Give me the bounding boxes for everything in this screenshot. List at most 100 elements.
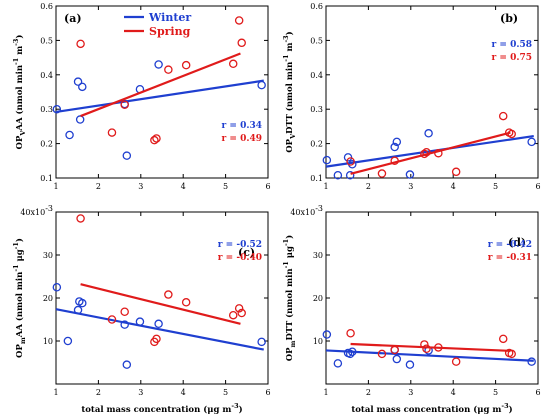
series-winter: r = -0.52	[52, 240, 266, 369]
data-point	[73, 77, 83, 86]
r-value-label: r = -0.52	[218, 240, 262, 250]
x-tick-label: 1	[53, 388, 58, 397]
y-tick-label: 20	[313, 294, 323, 303]
data-point	[392, 354, 402, 364]
y-axis-label: OPmDTT (nmol min-1 μg-1)	[282, 235, 297, 361]
y-axis-label: OPVAA (nmol min-1 m-3)	[12, 35, 27, 150]
r-value-label: r = 0.75	[492, 53, 532, 63]
data-point	[451, 167, 461, 177]
data-point	[377, 349, 387, 359]
panel-label: (a)	[64, 12, 82, 25]
data-point	[257, 337, 266, 347]
x-tick-label: 3	[408, 388, 413, 397]
y-tick-label: 10	[313, 337, 323, 346]
data-point	[322, 330, 332, 339]
data-point	[76, 39, 85, 49]
series-spring: r = 0.49	[76, 16, 262, 145]
legend-spring-label: Spring	[149, 25, 191, 38]
panel-label: (b)	[500, 12, 518, 25]
data-point	[424, 129, 433, 138]
y-label-superscript: -3	[282, 35, 290, 43]
data-point	[498, 111, 508, 121]
x-tick-label: 2	[366, 388, 371, 397]
data-point	[346, 329, 355, 338]
y-tick-label: 20	[43, 294, 53, 303]
x-tick-label: 1	[323, 388, 328, 397]
legend-winter-label: Winter	[148, 11, 191, 24]
r-value-label: r = -0.40	[218, 253, 262, 263]
x-tick-label: 1	[53, 182, 58, 191]
data-point	[405, 170, 415, 179]
panel-label: (d)	[508, 236, 526, 249]
data-point	[120, 307, 129, 317]
fit-line	[80, 283, 241, 325]
x-tick-label: 5	[493, 182, 498, 191]
y-label-part: AA (nmol min	[14, 272, 25, 339]
fit-line	[80, 52, 241, 118]
data-point	[63, 336, 73, 346]
x-label-superscript: -3	[231, 402, 239, 410]
data-point	[120, 320, 129, 329]
x-tick-label: 6	[265, 182, 270, 191]
data-point	[451, 357, 461, 366]
data-point	[346, 157, 355, 166]
data-point	[181, 298, 191, 307]
y-label-superscript: -3	[12, 38, 20, 46]
data-point	[405, 360, 415, 369]
data-point	[122, 360, 132, 369]
data-point	[390, 142, 399, 152]
data-point	[164, 65, 173, 74]
y-label-part: DTT (nmol min	[284, 62, 295, 134]
y-label-superscript: -1	[282, 239, 290, 246]
data-point	[78, 298, 87, 308]
data-point	[422, 344, 431, 353]
data-point	[345, 170, 355, 180]
y-label-superscript: -1	[282, 261, 290, 268]
data-point	[52, 282, 62, 292]
x-tick-label: 4	[451, 182, 456, 191]
data-point	[65, 130, 74, 140]
x-tick-label: 5	[493, 388, 498, 397]
y-label-superscript: -1	[282, 55, 290, 62]
plot-frame	[55, 211, 269, 385]
y-label-part: )	[14, 238, 25, 242]
y-tick-label: 0.5	[40, 36, 53, 45]
data-point	[152, 334, 161, 344]
data-point	[333, 359, 343, 368]
x-tick-label: 5	[223, 388, 228, 397]
fit-line	[350, 131, 511, 175]
y-tick-label: 0.3	[310, 105, 323, 114]
y-tick-label: 0.6	[310, 2, 323, 11]
r-value-label: r = 0.34	[222, 121, 262, 131]
y-tick-label: 30	[313, 251, 323, 260]
data-point	[152, 134, 161, 143]
x-tick-label: 2	[96, 182, 101, 191]
y-tick-label: 30	[43, 251, 53, 260]
y-label-part: OP	[285, 138, 295, 152]
x-tick-label: 4	[181, 388, 186, 397]
data-point	[122, 151, 132, 160]
y-label-subscript: m	[19, 337, 27, 344]
y-label-superscript: -1	[12, 264, 20, 271]
data-point	[390, 345, 399, 355]
x-label-part: )	[239, 404, 243, 415]
x-axis-label: total mass concentration (μg m-3)	[81, 402, 242, 415]
x-label-part: )	[509, 404, 513, 415]
data-point	[343, 153, 353, 162]
r-value-label: r = -0.31	[488, 253, 532, 263]
data-point	[392, 137, 402, 147]
y-label-superscript: -1	[12, 242, 20, 249]
r-value-label: r = 0.49	[222, 134, 262, 144]
data-point	[257, 80, 266, 90]
x-label-superscript: -3	[501, 402, 509, 410]
y-label-part: AA (nmol min	[14, 65, 25, 132]
data-point	[78, 82, 87, 92]
plot-frame	[325, 5, 539, 179]
data-point	[422, 147, 431, 157]
x-label-part: total mass concentration (μg m	[351, 404, 501, 415]
y-tick-label: 0.3	[40, 105, 53, 114]
